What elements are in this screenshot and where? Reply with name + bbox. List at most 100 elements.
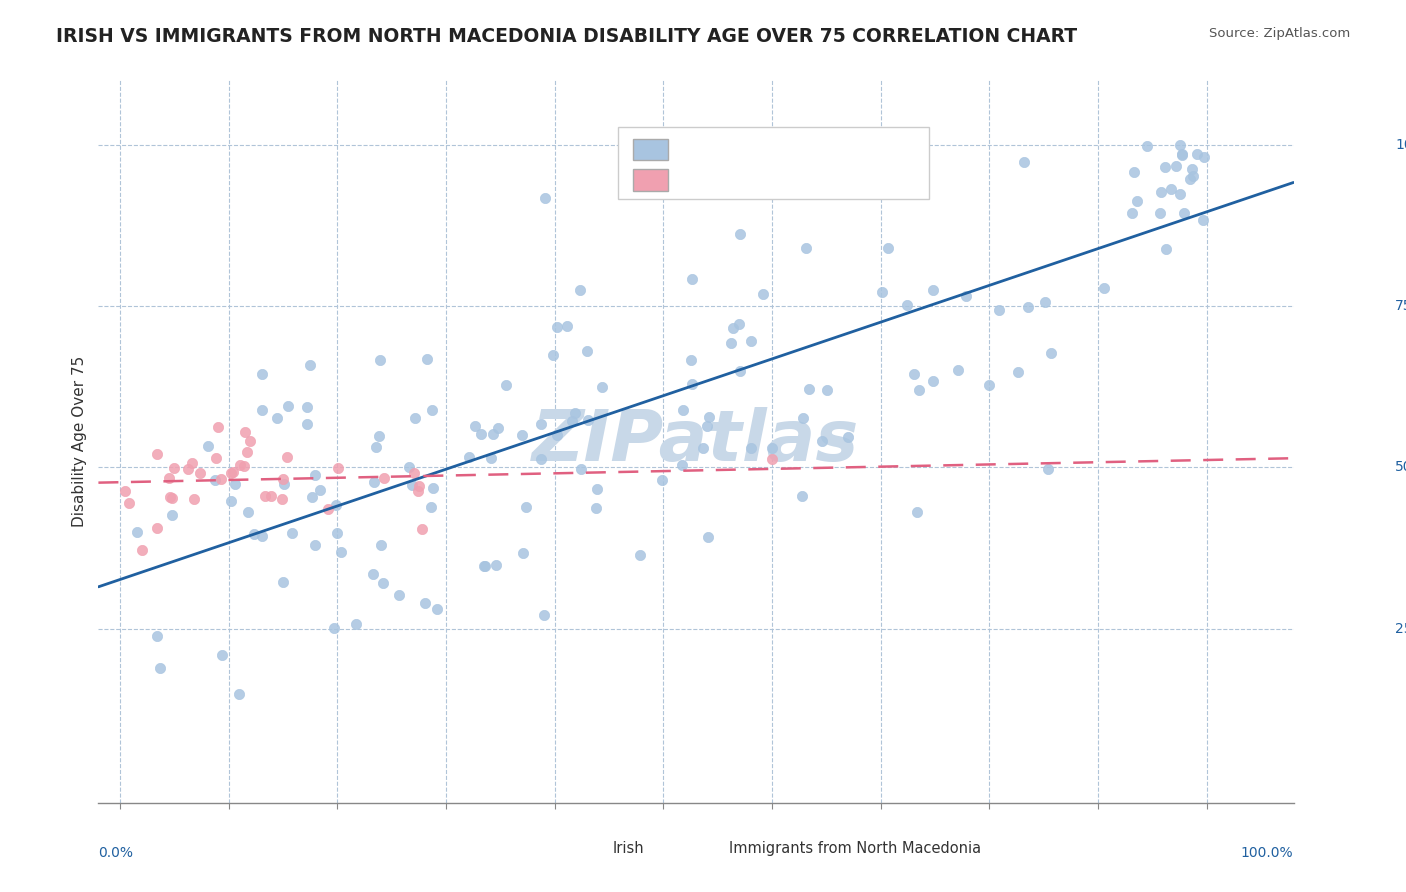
FancyBboxPatch shape [576, 840, 606, 858]
Point [541, 348, 564, 362]
Text: 0.0%: 0.0% [98, 847, 134, 860]
Point [160, 508, 183, 523]
Point [145, 447, 167, 461]
Point [955, 289, 977, 303]
Point [125, 524, 148, 539]
Point [219, 494, 242, 508]
Point [325, 526, 347, 541]
Point [486, 421, 509, 435]
Y-axis label: Disability Age Over 75: Disability Age Over 75 [72, 356, 87, 527]
Point [419, 500, 441, 514]
Point [146, 521, 169, 535]
Point [411, 521, 433, 535]
Point [896, 298, 918, 312]
Point [280, 525, 302, 540]
Point [207, 420, 229, 434]
Point [1170, 137, 1192, 152]
Point [697, 409, 720, 424]
Point [1154, 242, 1177, 256]
FancyBboxPatch shape [633, 139, 668, 161]
Point [1136, 139, 1159, 153]
Point [628, 549, 651, 563]
Point [817, 137, 839, 152]
Point [740, 334, 762, 348]
Point [131, 542, 153, 557]
Point [837, 430, 859, 444]
Point [1185, 147, 1208, 161]
Point [946, 362, 969, 376]
FancyBboxPatch shape [619, 128, 929, 200]
Point [1149, 206, 1171, 220]
Point [1036, 462, 1059, 476]
Point [671, 458, 693, 472]
Text: R = -0.056  N =   36: R = -0.056 N = 36 [678, 167, 877, 185]
Point [1192, 213, 1215, 227]
Point [569, 283, 592, 297]
Point [415, 596, 437, 610]
Point [211, 648, 233, 662]
Point [316, 502, 339, 516]
Point [790, 489, 813, 503]
Point [344, 617, 367, 632]
Text: Immigrants from North Macedonia: Immigrants from North Macedonia [730, 841, 981, 855]
Point [1150, 186, 1173, 200]
Text: 50.0%: 50.0% [1395, 460, 1406, 475]
Point [149, 661, 172, 675]
Point [118, 496, 141, 510]
Point [1180, 172, 1202, 186]
Point [979, 377, 1001, 392]
Point [1126, 194, 1149, 208]
Point [402, 466, 425, 480]
Point [406, 484, 429, 499]
Point [304, 538, 326, 552]
Point [696, 419, 718, 434]
Point [988, 303, 1011, 318]
Point [681, 272, 703, 286]
Text: 25.0%: 25.0% [1395, 622, 1406, 636]
Point [877, 241, 900, 255]
Point [197, 439, 219, 453]
Point [495, 378, 517, 392]
Point [464, 419, 486, 434]
Point [546, 320, 568, 334]
Point [180, 456, 202, 470]
Point [157, 471, 180, 485]
Point [512, 546, 534, 560]
Point [530, 452, 553, 467]
Point [815, 383, 838, 397]
Point [585, 482, 607, 496]
Point [233, 458, 256, 473]
Point [1194, 150, 1216, 164]
Point [761, 451, 783, 466]
Point [326, 461, 349, 475]
Point [1033, 295, 1056, 310]
Point [373, 471, 395, 485]
Point [259, 489, 281, 503]
Point [308, 483, 330, 497]
Point [183, 491, 205, 506]
Point [546, 427, 568, 442]
Point [243, 526, 266, 541]
Point [485, 558, 508, 572]
Point [472, 558, 495, 573]
Point [761, 441, 783, 455]
Text: 100.0%: 100.0% [1395, 137, 1406, 152]
Point [276, 450, 298, 465]
Point [366, 441, 388, 455]
Point [922, 374, 945, 388]
Point [188, 466, 211, 480]
Point [457, 450, 479, 464]
FancyBboxPatch shape [633, 169, 668, 191]
Point [1164, 159, 1187, 173]
Point [297, 401, 319, 415]
Point [561, 413, 583, 427]
Point [479, 451, 502, 466]
Point [1094, 281, 1116, 295]
Point [304, 467, 326, 482]
Point [1181, 161, 1204, 176]
Text: Irish: Irish [613, 841, 644, 855]
Point [696, 530, 718, 544]
Text: Source: ZipAtlas.com: Source: ZipAtlas.com [1209, 27, 1350, 40]
Point [585, 501, 607, 516]
Point [159, 490, 181, 504]
